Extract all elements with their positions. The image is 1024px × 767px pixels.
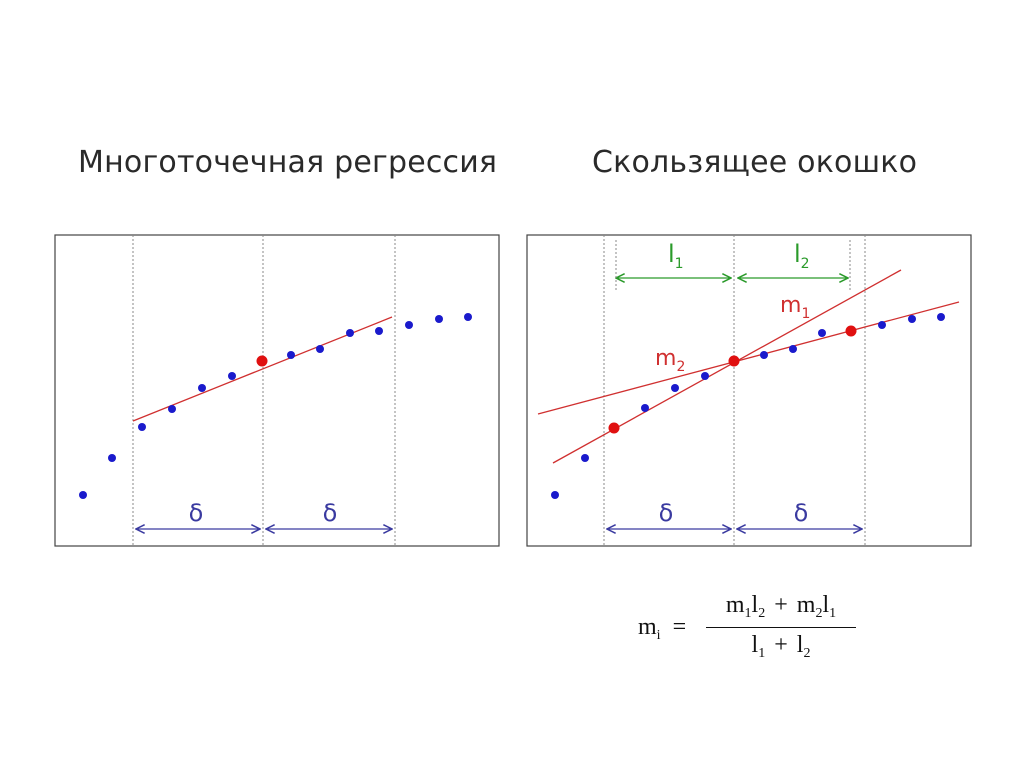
left-delta-label-2: δ [323, 499, 338, 527]
left-delta-label-1: δ [189, 499, 204, 527]
title-multipoint-regression: Многоточечная регрессия [78, 145, 498, 180]
left-frame [54, 234, 500, 547]
right-delta-label-2: δ [794, 499, 809, 527]
data-point [671, 384, 679, 392]
highlight-point [608, 422, 620, 434]
l2-label: l2 [794, 240, 810, 272]
data-point [641, 404, 649, 412]
data-point [198, 384, 206, 392]
right-frame [526, 234, 972, 547]
data-point [818, 329, 826, 337]
fraction-bar [706, 627, 856, 628]
data-point [878, 321, 886, 329]
data-point [79, 491, 87, 499]
data-point [581, 454, 589, 462]
line-m2 [537, 301, 960, 415]
data-point [701, 372, 709, 380]
highlight-point [845, 325, 857, 337]
data-point [435, 315, 443, 323]
data-point [138, 423, 146, 431]
title-sliding-window: Скользящее окошко [592, 145, 918, 180]
highlight-point [256, 355, 268, 367]
right-delta-label-1: δ [659, 499, 674, 527]
left-panel: δ δ [54, 234, 500, 547]
data-point [937, 313, 945, 321]
right-points [551, 313, 945, 499]
data-point [464, 313, 472, 321]
line-m1 [552, 269, 902, 464]
m2-label: m2 [655, 346, 685, 375]
data-point [168, 405, 176, 413]
left-points [79, 313, 472, 499]
data-point [551, 491, 559, 499]
weighted-slope-formula: mi = m1l2 + m2l1 l1 + l2 [638, 592, 878, 672]
data-point [228, 372, 236, 380]
data-point [908, 315, 916, 323]
data-point [405, 321, 413, 329]
data-point [346, 329, 354, 337]
m1-label: m1 [780, 293, 810, 322]
formula-numerator: m1l2 + m2l1 [725, 592, 837, 621]
data-point [108, 454, 116, 462]
data-point [316, 345, 324, 353]
right-panel: l1 l2 m1 m2 δ δ [526, 234, 972, 547]
data-point [760, 351, 768, 359]
formula-lhs: mi = [638, 614, 687, 643]
highlight-point [728, 355, 740, 367]
data-point [375, 327, 383, 335]
data-point [287, 351, 295, 359]
l1-label: l1 [668, 240, 684, 272]
data-point [789, 345, 797, 353]
formula-denominator: l1 + l2 [751, 632, 811, 661]
